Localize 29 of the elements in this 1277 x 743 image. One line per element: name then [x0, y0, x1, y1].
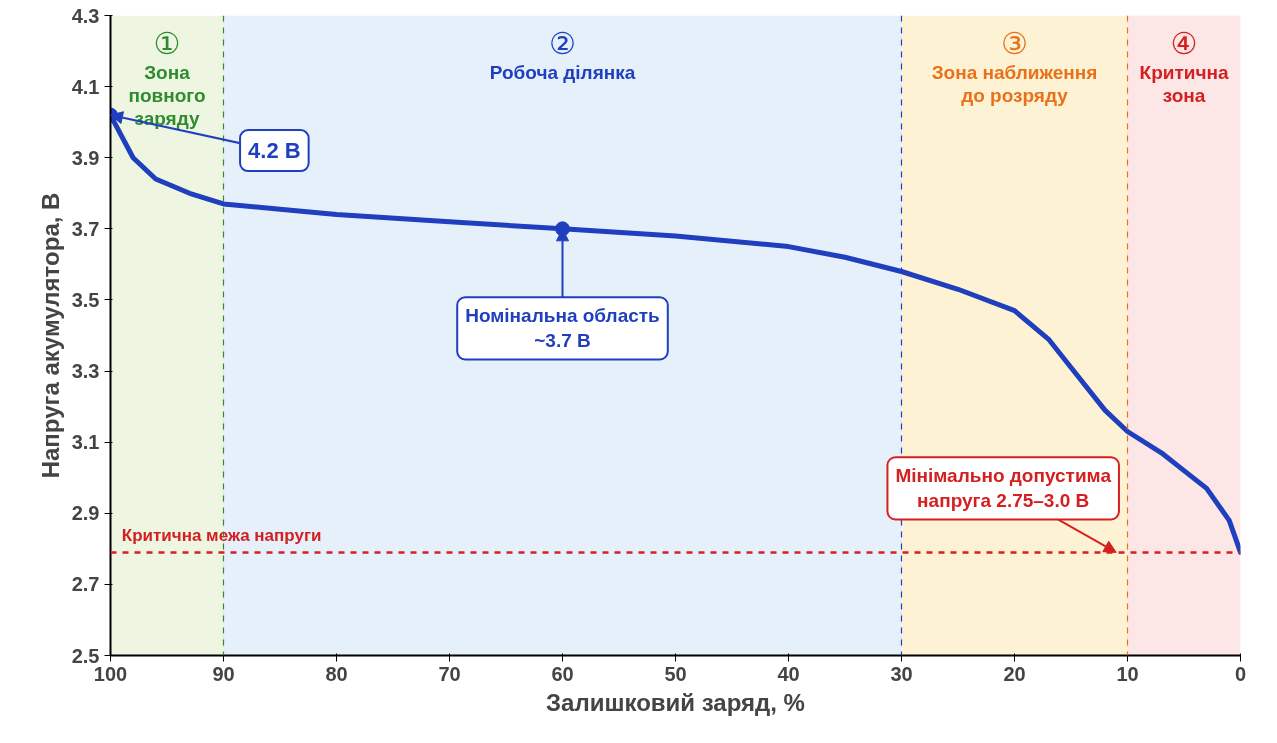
y-tick-label: 3.9 — [71, 146, 100, 169]
y-tick-label: 3.3 — [71, 360, 100, 383]
y-tick-label: 4.1 — [71, 75, 100, 98]
x-tick-label: 60 — [551, 662, 574, 685]
x-tick-label: 30 — [890, 662, 913, 685]
band-label: ② Робоча ділянка — [489, 26, 636, 83]
y-tick-label: 3.5 — [71, 288, 100, 311]
band-label: ① Зона повного заряду — [128, 26, 206, 129]
band-label: ③ Зона наближення до розряду — [931, 26, 1098, 106]
band-label: ④ Критична зона — [1139, 26, 1229, 106]
x-tick-label: 10 — [1116, 662, 1139, 685]
x-tick-label: 90 — [212, 662, 235, 685]
ref-line-label: Критична межа напруги — [121, 526, 322, 546]
x-tick-label: 40 — [777, 662, 800, 685]
annotation: 4.2 В — [248, 138, 301, 164]
y-tick-label: 3.1 — [71, 431, 100, 454]
annotation: Мінімально допустима напруга 2.75–3.0 В — [895, 465, 1112, 512]
x-axis-title: Залишковий заряд, % — [546, 688, 805, 716]
annotation: Номінальна область ~3.7 В — [465, 305, 660, 352]
x-tick-label: 80 — [325, 662, 348, 685]
y-tick-label: 4.3 — [71, 4, 100, 27]
x-tick-label: 20 — [1003, 662, 1026, 685]
x-tick-label: 0 — [1234, 662, 1247, 685]
y-tick-label: 2.9 — [71, 502, 100, 525]
x-tick-label: 50 — [664, 662, 687, 685]
y-tick-label: 3.7 — [71, 217, 100, 240]
y-tick-label: 2.7 — [71, 573, 100, 596]
y-axis-title: Напруга акумулятора, В — [36, 192, 64, 479]
x-tick-label: 70 — [438, 662, 461, 685]
